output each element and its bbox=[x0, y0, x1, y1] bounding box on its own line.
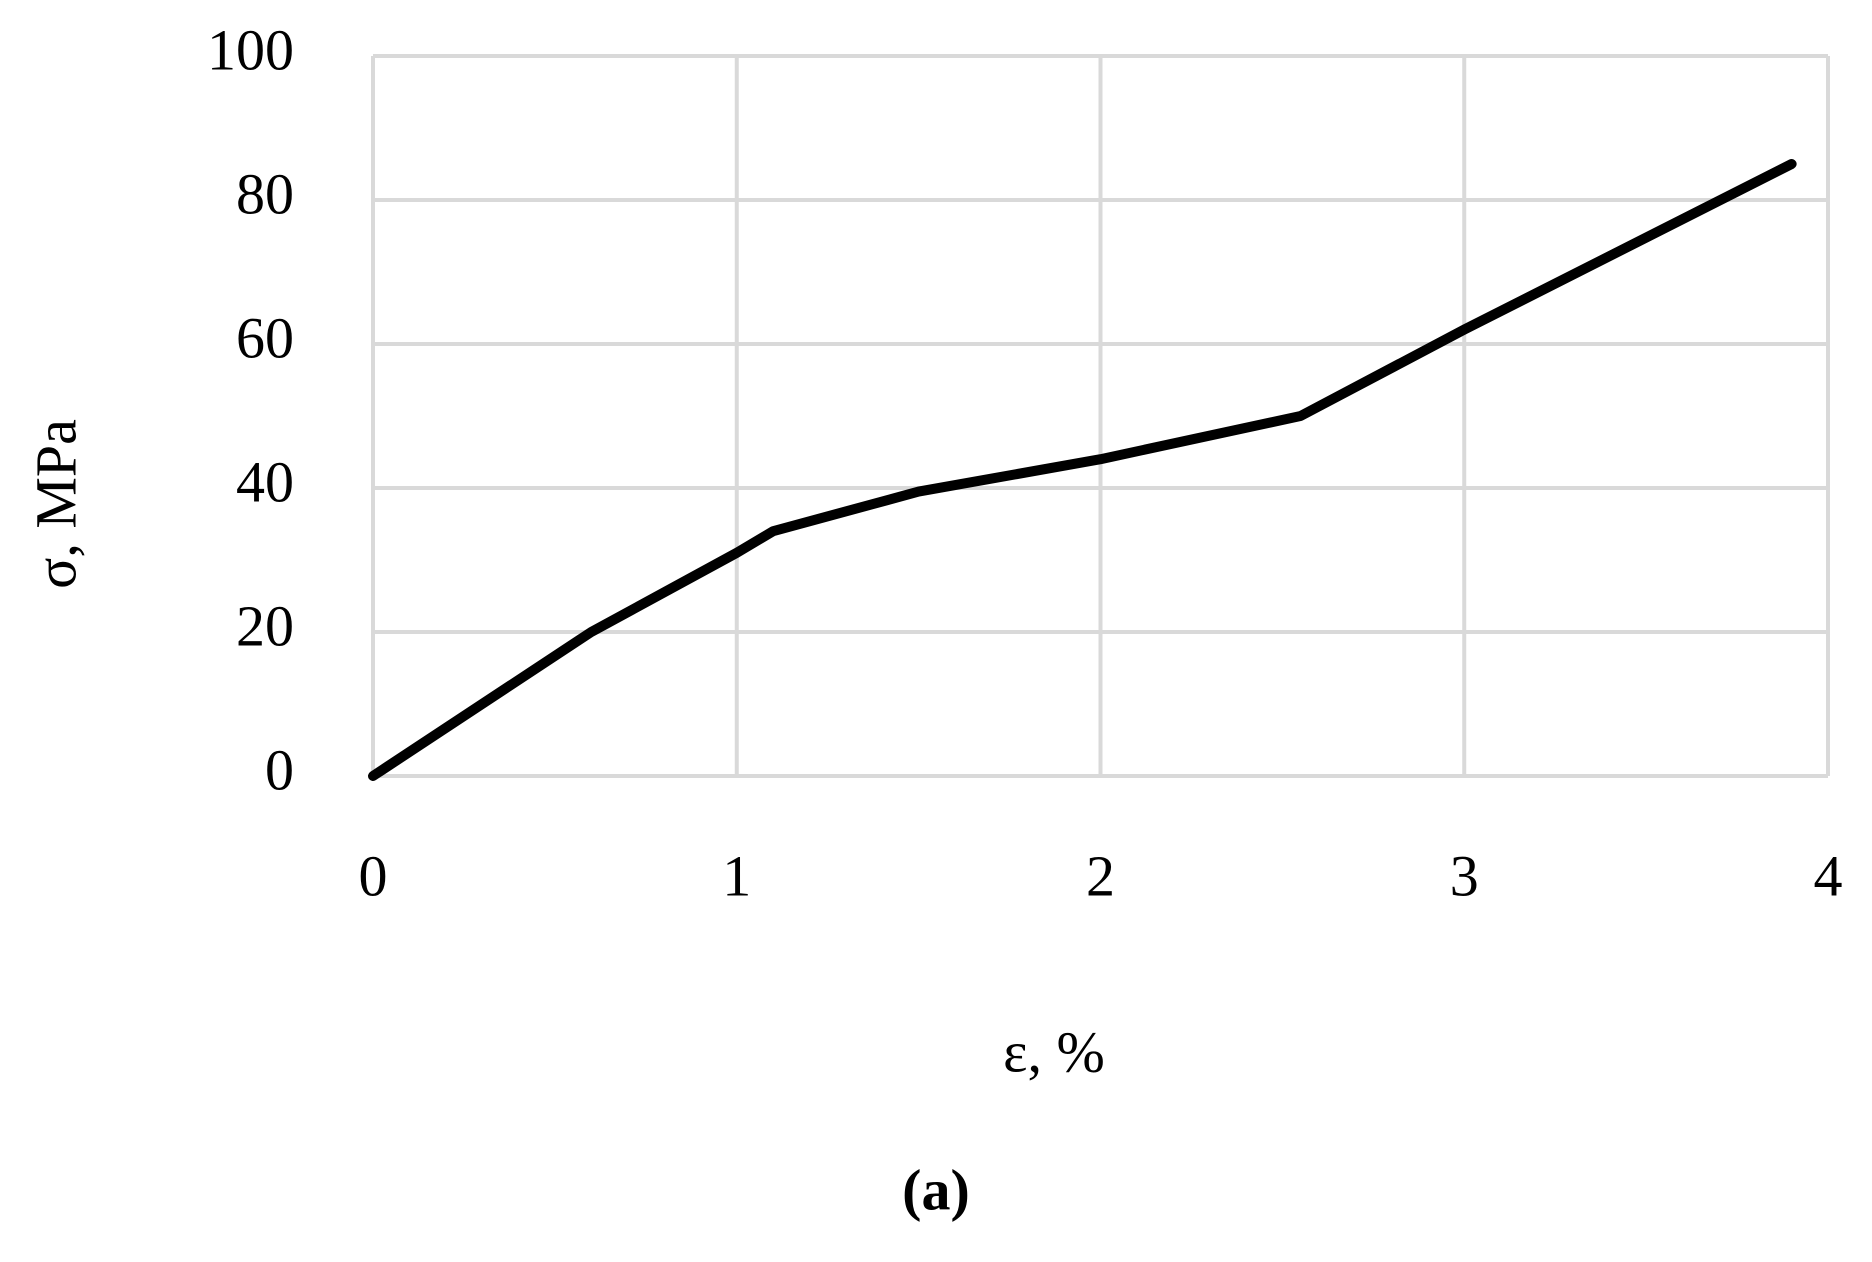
y-tick-label: 100 bbox=[207, 17, 294, 82]
y-axis-label: σ, MPa bbox=[23, 419, 88, 589]
x-tick-label: 1 bbox=[722, 843, 751, 908]
x-tick-label: 2 bbox=[1086, 843, 1115, 908]
x-tick-label: 0 bbox=[359, 843, 388, 908]
x-tick-label: 3 bbox=[1450, 843, 1479, 908]
caption: (a) bbox=[902, 1157, 970, 1222]
y-tick-label: 20 bbox=[236, 593, 294, 658]
data-line bbox=[368, 159, 1797, 781]
y-tick-label: 60 bbox=[236, 305, 294, 370]
y-tick-label: 40 bbox=[236, 449, 294, 514]
x-tick-label: 4 bbox=[1814, 843, 1843, 908]
x-axis-label: ε, % bbox=[1003, 1019, 1105, 1084]
y-tick-label: 80 bbox=[236, 161, 294, 226]
y-tick-label: 0 bbox=[265, 737, 294, 802]
